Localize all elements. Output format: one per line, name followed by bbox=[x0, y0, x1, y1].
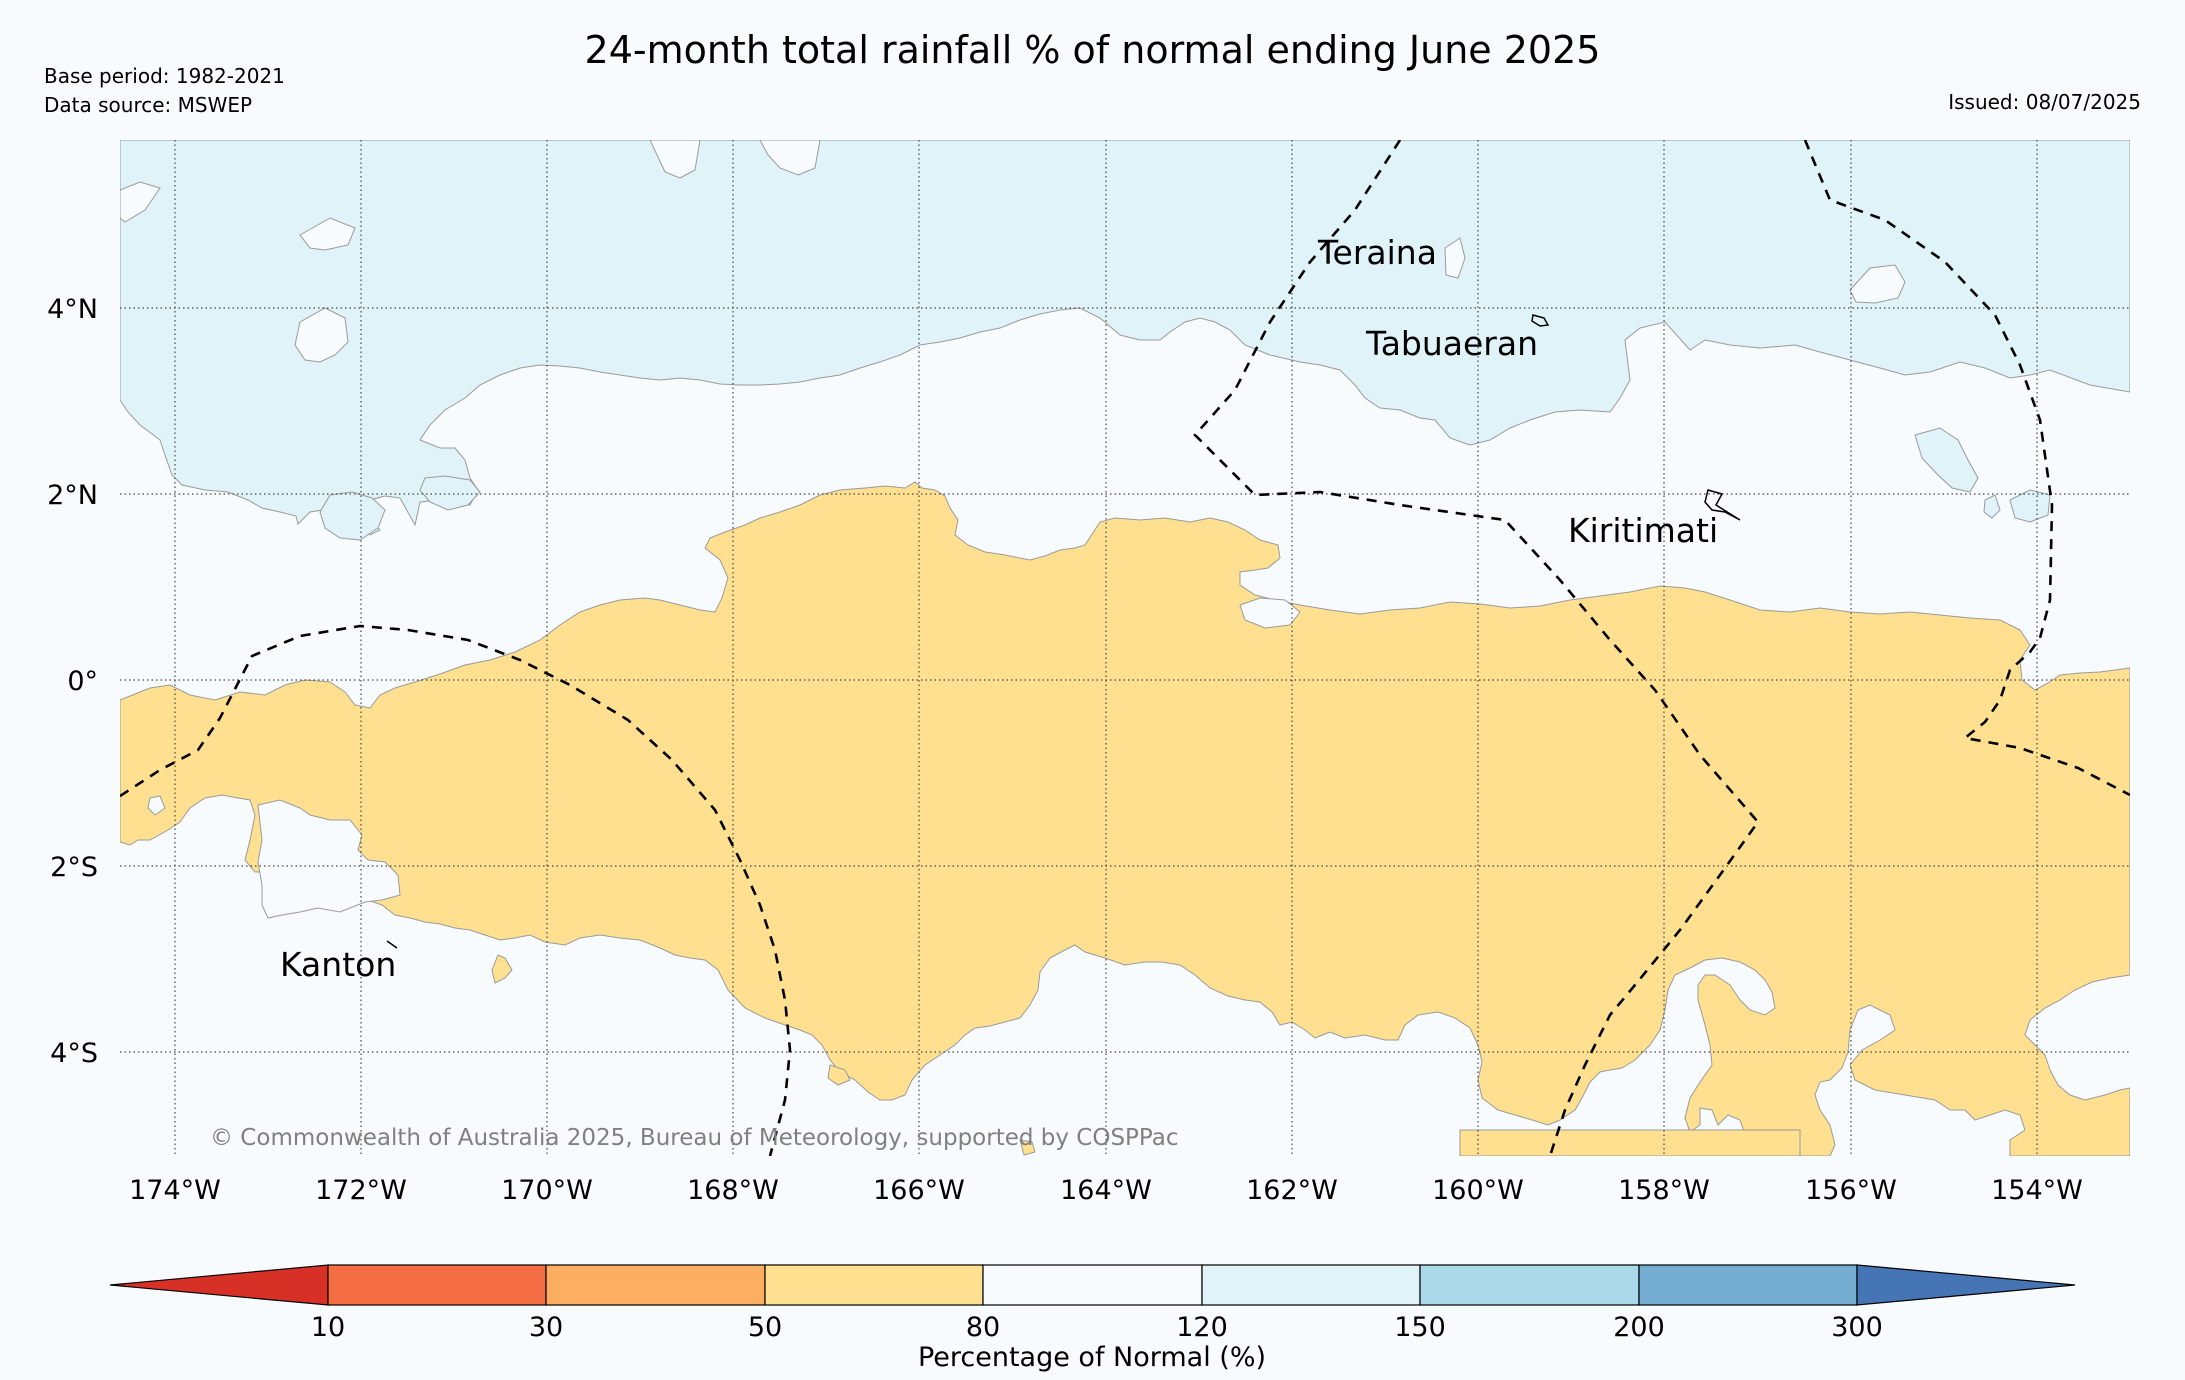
below-normal-region bbox=[1019, 1139, 1036, 1156]
lat-label: 2°S bbox=[50, 852, 98, 883]
normal-rainfall-region bbox=[299, 217, 356, 251]
normal-rainfall-region bbox=[1849, 264, 1906, 304]
kanton-island bbox=[386, 940, 398, 949]
lon-label: 162°W bbox=[1246, 1175, 1338, 1206]
normal-rainfall-region bbox=[147, 795, 166, 816]
above-normal-region bbox=[419, 475, 481, 511]
colorbar-extend-high bbox=[1856, 1264, 2076, 1306]
colorbar-bin bbox=[1419, 1264, 1640, 1306]
eez-boundary-line bbox=[1803, 140, 2130, 797]
lon-label: 172°W bbox=[315, 1175, 407, 1206]
lon-label: 154°W bbox=[1991, 1175, 2083, 1206]
map-area bbox=[120, 140, 2130, 1156]
below-normal-region bbox=[827, 1064, 851, 1086]
colorbar bbox=[109, 1264, 2076, 1306]
above-normal-region bbox=[120, 140, 2130, 536]
colorbar-extend-low bbox=[109, 1264, 329, 1306]
colorbar-bin bbox=[1638, 1264, 1858, 1306]
lon-label: 166°W bbox=[873, 1175, 965, 1206]
base-period-text: Base period: 1982-2021 bbox=[44, 64, 285, 88]
colorbar-tick-label: 150 bbox=[1394, 1312, 1446, 1343]
issued-date: Issued: 08/07/2025 bbox=[1948, 90, 2141, 114]
colorbar-bin bbox=[764, 1264, 984, 1306]
colorbar-tick-label: 80 bbox=[966, 1312, 1000, 1343]
colorbar-tick-label: 10 bbox=[311, 1312, 345, 1343]
above-normal-region bbox=[2009, 489, 2051, 523]
lon-label: 156°W bbox=[1805, 1175, 1897, 1206]
data-source-text: Data source: MSWEP bbox=[44, 93, 253, 117]
colorbar-tick-label: 200 bbox=[1613, 1312, 1665, 1343]
colorbar-bin bbox=[327, 1264, 547, 1306]
colorbar-bin bbox=[545, 1264, 766, 1306]
colorbar-title: Percentage of Normal (%) bbox=[918, 1342, 1266, 1373]
lat-label: 4°N bbox=[47, 294, 98, 325]
lon-label: 158°W bbox=[1618, 1175, 1710, 1206]
colorbar-bin bbox=[982, 1264, 1203, 1306]
colorbar-tick-label: 120 bbox=[1176, 1312, 1228, 1343]
colorbar-tick-label: 30 bbox=[529, 1312, 563, 1343]
colorbar-tick-label: 300 bbox=[1831, 1312, 1883, 1343]
normal-rainfall-region bbox=[649, 140, 701, 179]
above-normal-region bbox=[1914, 427, 1979, 493]
colorbar-tick-label: 50 bbox=[748, 1312, 782, 1343]
normal-rainfall-region bbox=[120, 181, 161, 223]
above-normal-region bbox=[319, 491, 386, 541]
normal-rainfall-region bbox=[1239, 597, 1301, 629]
kiritimati-island bbox=[1704, 489, 1741, 521]
normal-rainfall-region bbox=[1444, 237, 1466, 279]
lat-label: 4°S bbox=[50, 1038, 98, 1069]
above-normal-region bbox=[1983, 494, 2001, 519]
below-normal-region bbox=[1459, 1129, 1801, 1156]
place-label-kanton: Kanton bbox=[280, 945, 396, 984]
below-normal-region bbox=[120, 481, 2130, 1156]
map-title: 24-month total rainfall % of normal endi… bbox=[584, 28, 1601, 72]
eez-boundary-line bbox=[1193, 140, 1760, 1156]
lon-label: 168°W bbox=[687, 1175, 779, 1206]
lon-label: 160°W bbox=[1432, 1175, 1524, 1206]
lon-label: 170°W bbox=[501, 1175, 593, 1206]
lat-label: 0° bbox=[67, 666, 98, 697]
normal-rainfall-region bbox=[257, 799, 401, 919]
metadata-block: Base period: 1982-2021 Data source: MSWE… bbox=[44, 62, 285, 120]
place-label-kiritimati: Kiritimati bbox=[1568, 511, 1718, 550]
colorbar-bin bbox=[1201, 1264, 1421, 1306]
lon-label: 174°W bbox=[129, 1175, 221, 1206]
lat-label: 2°N bbox=[47, 480, 98, 511]
place-label-teraina: Teraina bbox=[1317, 233, 1437, 272]
normal-rainfall-region bbox=[294, 307, 349, 363]
normal-rainfall-region bbox=[759, 140, 821, 176]
copyright-notice: © Commonwealth of Australia 2025, Bureau… bbox=[210, 1125, 1179, 1151]
tabuaeran-island bbox=[1531, 314, 1550, 327]
place-label-tabuaeran: Tabuaeran bbox=[1365, 324, 1538, 363]
eez-boundaries bbox=[120, 140, 2130, 1156]
eez-boundary-line bbox=[120, 624, 792, 1156]
below-normal-region bbox=[491, 954, 513, 984]
gridlines bbox=[120, 140, 2130, 1156]
lon-label: 164°W bbox=[1060, 1175, 1152, 1206]
